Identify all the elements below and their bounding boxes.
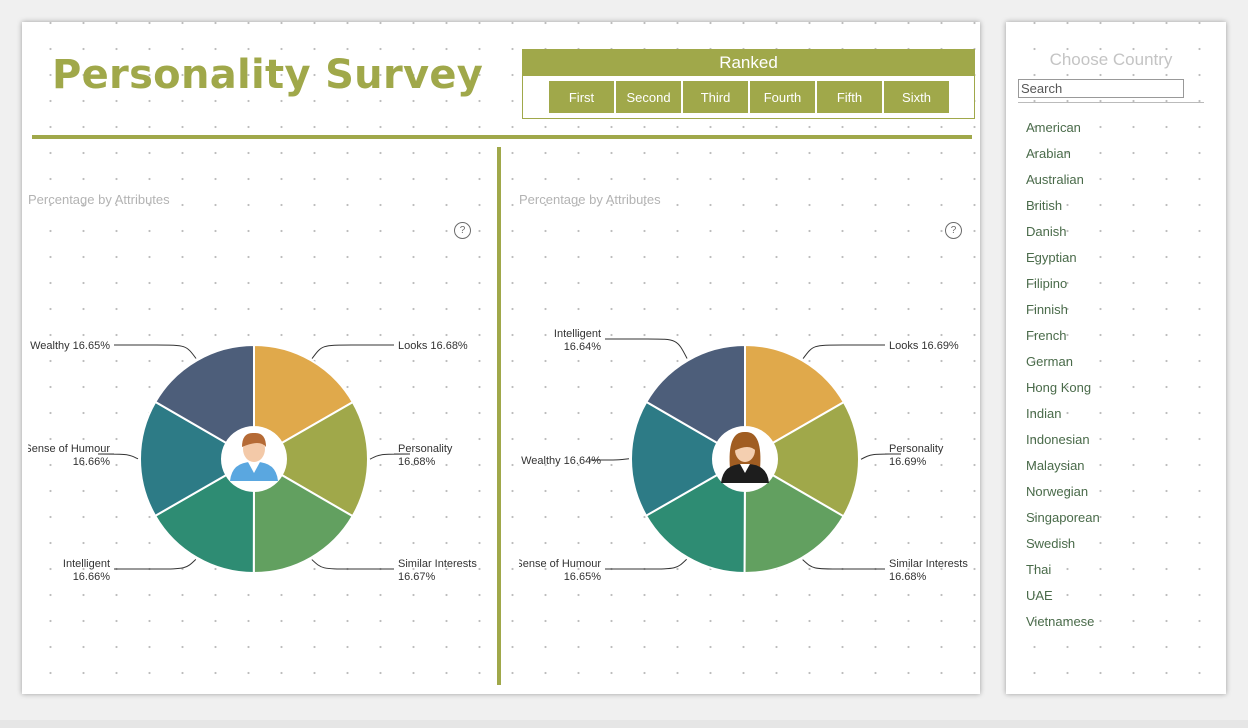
leader-line (114, 344, 197, 359)
chart-title: Percentage by Attributes (28, 192, 170, 207)
country-item-german[interactable]: German (1026, 354, 1073, 369)
slice-category-label: Intelligent (554, 328, 601, 340)
rank-button-fifth[interactable]: Fifth (817, 81, 882, 113)
country-item-singaporean[interactable]: Singaporean (1026, 510, 1100, 525)
slice-value-label: 16.68% (889, 571, 927, 583)
female-avatar-icon (714, 428, 776, 490)
country-item-malaysian[interactable]: Malaysian (1026, 458, 1085, 473)
slice-label: Looks 16.68% (398, 340, 468, 352)
slice-sense-of-humour[interactable] (139, 400, 228, 518)
slice-value-label: 16.65% (564, 571, 602, 583)
leader-line (114, 559, 197, 570)
bottom-bar (0, 720, 1248, 728)
country-item-danish[interactable]: Danish (1026, 224, 1067, 239)
male-avatar-icon (223, 428, 285, 490)
country-item-hong-kong[interactable]: Hong Kong (1026, 380, 1092, 395)
chart-male: Percentage by Attributes ? Looks 16.68% P… (28, 182, 498, 642)
slice-category-label: Intelligent (63, 558, 110, 570)
ranked-button-group: First Second Third Fourth Fifth Sixth (549, 81, 951, 113)
slice-looks[interactable] (744, 343, 846, 445)
ranked-slicer: Ranked First Second Third Fourth Fifth S… (522, 49, 975, 119)
chart-title: Percentage by Attributes (519, 192, 661, 207)
chart-female: Percentage by Attributes ? Looks 16.69% P… (519, 182, 989, 642)
slice-category-label: Personality (398, 443, 453, 455)
slice-category-label: Personality (889, 443, 944, 455)
leader-line (605, 558, 687, 570)
rank-button-second[interactable]: Second (616, 81, 681, 113)
main-panel: Personality Survey Ranked First Second T… (22, 22, 980, 694)
leader-line (589, 458, 630, 461)
country-item-vietnamese[interactable]: Vietnamese (1026, 614, 1095, 629)
slice-intelligent[interactable] (644, 343, 746, 445)
country-item-uae[interactable]: UAE (1026, 588, 1053, 603)
leader-line (802, 344, 885, 359)
help-icon[interactable]: ? (945, 222, 962, 239)
country-item-arabian[interactable]: Arabian (1026, 146, 1071, 161)
country-item-norwegian[interactable]: Norwegian (1026, 484, 1089, 499)
rank-button-first[interactable]: First (549, 81, 614, 113)
slice-similar-interests[interactable] (252, 473, 354, 575)
slice-wealthy[interactable] (630, 400, 719, 518)
leader-line (98, 453, 139, 460)
leader-line (311, 559, 394, 570)
slice-personality[interactable] (280, 400, 369, 518)
slice-looks[interactable] (253, 343, 355, 445)
rank-button-third[interactable]: Third (683, 81, 748, 113)
slice-category-label: Similar Interests (398, 558, 477, 570)
slice-value-label: 16.66% (73, 456, 111, 468)
slice-similar-interests[interactable] (743, 473, 845, 574)
leader-line (369, 453, 411, 460)
page-title: Personality Survey (52, 52, 484, 98)
slice-label: Looks 16.69% (889, 340, 959, 352)
rank-button-fourth[interactable]: Fourth (750, 81, 815, 113)
slicer-title: Choose Country (1049, 50, 1173, 69)
country-item-british[interactable]: British (1026, 198, 1063, 213)
country-item-swedish[interactable]: Swedish (1026, 536, 1076, 551)
horizontal-divider (32, 135, 972, 139)
slice-value-label: 16.66% (73, 571, 111, 583)
slice-personality[interactable] (771, 400, 860, 518)
country-item-indian[interactable]: Indian (1026, 406, 1062, 421)
country-list: American Arabian Australian British Dani… (1026, 115, 1100, 635)
slice-label: Wealthy 16.64% (521, 455, 601, 467)
help-icon[interactable]: ? (454, 222, 471, 239)
slice-category-label: Sense of Humour (519, 558, 601, 570)
vertical-divider (497, 147, 501, 685)
country-item-finnish[interactable]: Finnish (1026, 302, 1068, 317)
slice-sense-of-humour[interactable] (644, 473, 746, 575)
slice-value-label: 16.68% (398, 456, 436, 468)
rank-button-sixth[interactable]: Sixth (884, 81, 949, 113)
search-input[interactable] (1018, 79, 1184, 98)
slice-value-label: 16.67% (398, 571, 436, 583)
slice-value-label: 16.64% (564, 341, 602, 353)
country-item-filipino[interactable]: Filipino (1026, 276, 1068, 291)
slice-category-label: Sense of Humour (28, 443, 110, 455)
slice-wealthy[interactable] (153, 343, 255, 445)
slice-label: Wealthy 16.65% (30, 340, 110, 352)
country-item-egyptian[interactable]: Egyptian (1026, 250, 1077, 265)
country-item-australian[interactable]: Australian (1026, 172, 1084, 187)
ranked-title: Ranked (523, 50, 974, 76)
search-underline (1018, 102, 1204, 103)
country-item-french[interactable]: French (1026, 328, 1067, 343)
slice-value-label: 16.69% (889, 456, 927, 468)
country-item-thai[interactable]: Thai (1026, 562, 1052, 577)
country-slicer-panel: Choose Country American Arabian Australi… (1006, 22, 1226, 694)
country-item-indonesian[interactable]: Indonesian (1026, 432, 1090, 447)
leader-line (311, 344, 394, 359)
leader-line (802, 559, 885, 570)
leader-line (860, 453, 902, 460)
country-item-american[interactable]: American (1026, 120, 1081, 135)
leader-line (605, 338, 688, 359)
slice-category-label: Similar Interests (889, 558, 968, 570)
slice-intelligent[interactable] (153, 473, 255, 575)
